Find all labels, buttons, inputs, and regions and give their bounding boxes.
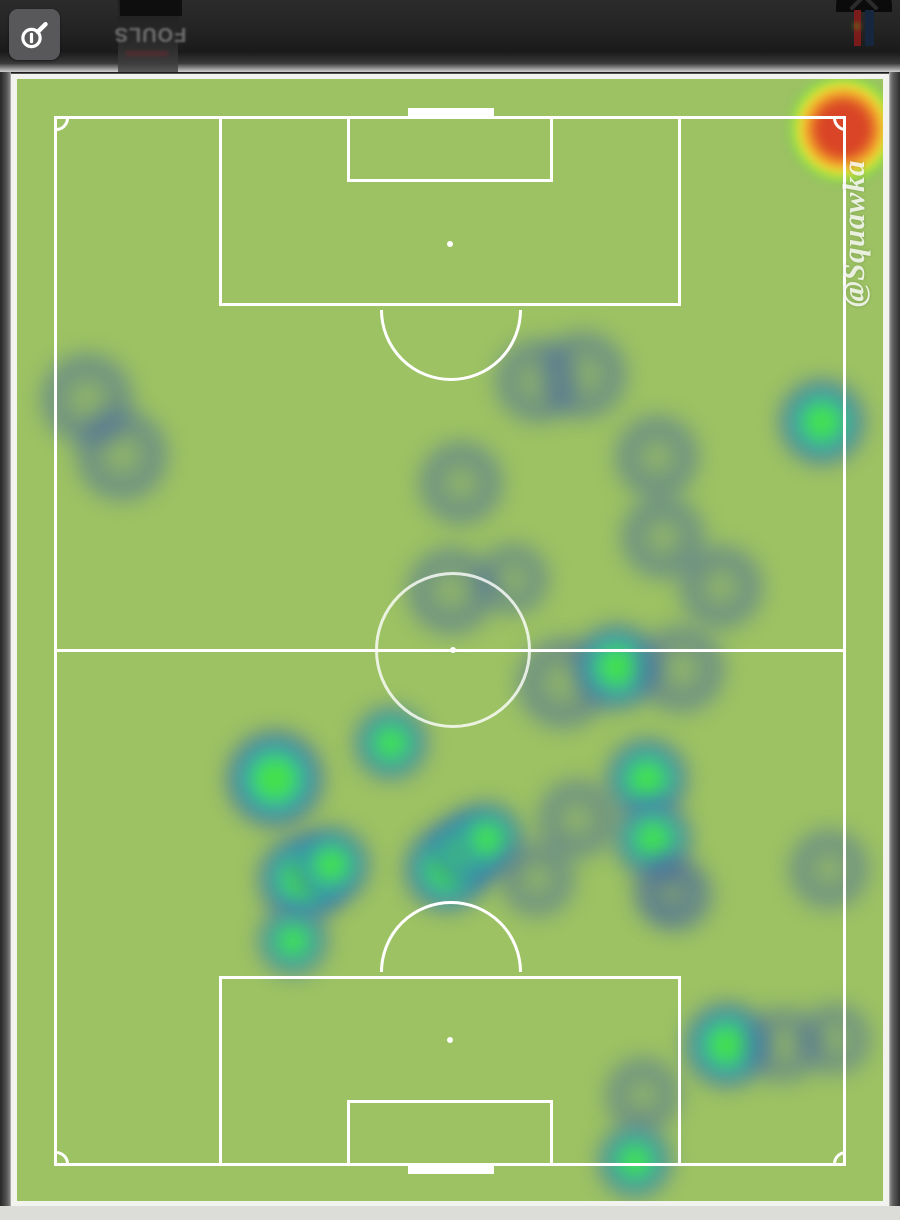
accent-bar-blue [865,10,874,46]
background-stat-underline [126,52,168,55]
heat-blob [635,859,699,923]
header-backdrop-panel-top [120,0,182,16]
bottom-edge [0,1206,900,1220]
heat-blob [607,1059,679,1131]
heat-blob [541,333,625,417]
collapse-dome [836,0,892,12]
app-header: FOULS [0,0,900,72]
heat-blob [479,545,547,613]
status-dot [853,22,861,30]
heat-blob [791,831,867,907]
zoom-button[interactable] [9,9,60,60]
heat-blob [229,733,321,825]
collapse-control[interactable] [836,0,892,48]
heat-blob [681,547,761,627]
heat-blob [601,1127,669,1195]
heat-blob [295,829,367,901]
heatmap-layer [17,79,883,1201]
heat-blob [261,909,325,973]
heat-blob [617,417,697,497]
football-pitch[interactable]: @Squawka [17,79,883,1201]
pitch-frame: @Squawka [11,74,889,1206]
chevron-up-icon [848,0,880,18]
squawka-watermark: @Squawka [836,160,871,308]
heat-blob [639,627,723,711]
heat-blob [409,549,493,633]
heat-blob [539,781,615,857]
left-edge-shadow [0,72,11,1220]
heat-blob [421,443,501,523]
heat-blob [782,382,862,462]
heat-blob [78,411,166,499]
heat-blob [357,709,425,777]
scrollbar-edge[interactable] [889,72,900,1220]
heat-blob [801,1005,869,1073]
magnifier-info-icon [18,18,52,52]
